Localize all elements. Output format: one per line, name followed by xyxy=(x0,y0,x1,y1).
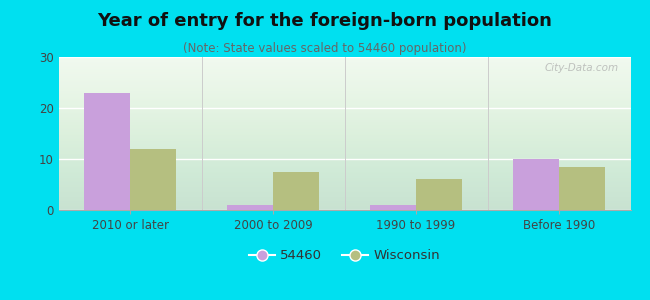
Bar xyxy=(559,167,604,210)
Bar xyxy=(130,149,176,210)
Legend: 54460, Wisconsin: 54460, Wisconsin xyxy=(243,244,446,268)
Text: City-Data.com: City-Data.com xyxy=(545,63,619,73)
Bar xyxy=(514,159,559,210)
Bar xyxy=(370,205,416,210)
Bar xyxy=(273,172,318,210)
Bar xyxy=(227,205,273,210)
Text: Year of entry for the foreign-born population: Year of entry for the foreign-born popul… xyxy=(98,12,552,30)
Bar xyxy=(416,179,462,210)
Text: (Note: State values scaled to 54460 population): (Note: State values scaled to 54460 popu… xyxy=(183,42,467,55)
Bar xyxy=(84,93,130,210)
